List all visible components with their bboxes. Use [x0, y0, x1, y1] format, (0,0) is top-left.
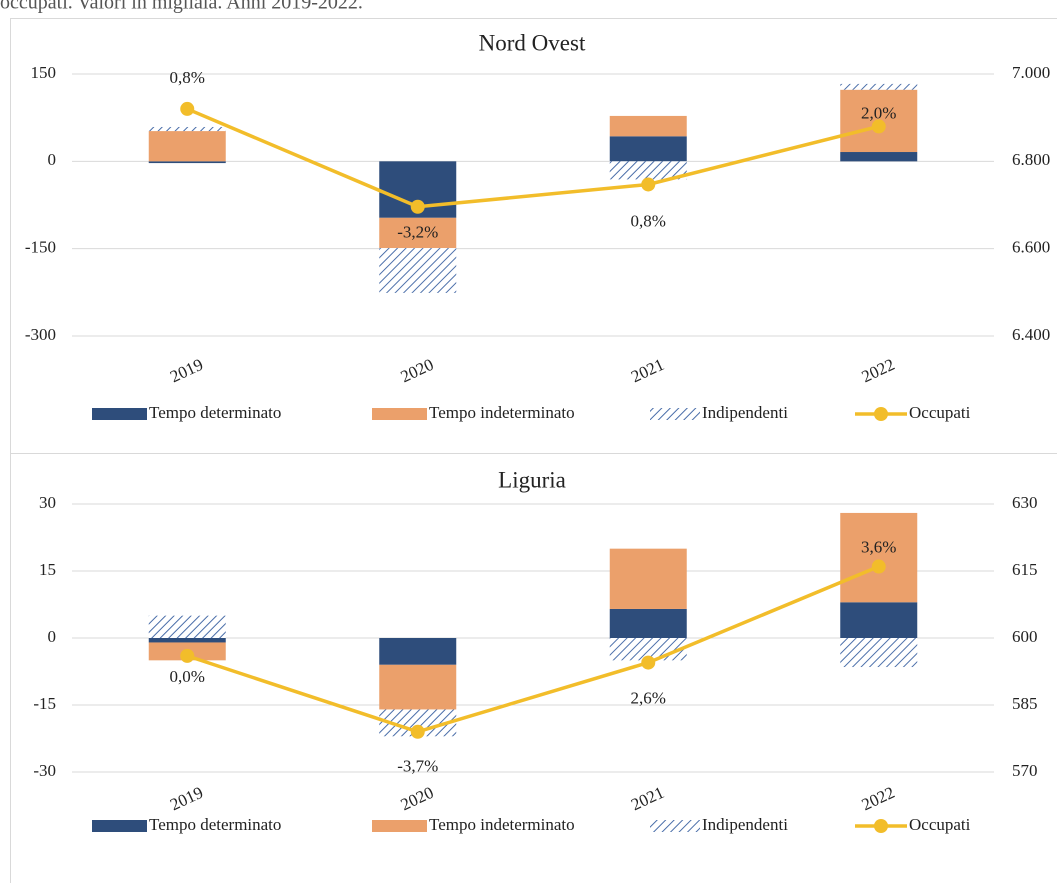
line-marker [180, 648, 195, 663]
x-tick-label: 2020 [398, 783, 437, 815]
line-marker [180, 101, 195, 116]
y2-tick-label: 6.400 [1012, 325, 1050, 344]
x-tick-label: 2021 [628, 783, 667, 815]
legend-swatch [874, 407, 888, 421]
frame [10, 18, 1057, 883]
chart-title: Liguria [498, 467, 566, 492]
bar [609, 608, 687, 638]
y2-tick-label: 7.000 [1012, 63, 1050, 82]
y2-tick-label: 6.800 [1012, 150, 1050, 169]
y2-tick-label: 570 [1012, 761, 1038, 780]
y-tick-label: 0 [48, 150, 57, 169]
bar [148, 638, 226, 643]
data-label: 2,6% [631, 688, 666, 707]
y2-tick-label: 615 [1012, 560, 1038, 579]
y-tick-label: 30 [39, 493, 56, 512]
line-marker [410, 199, 425, 214]
bar [840, 602, 918, 638]
bar [609, 136, 687, 162]
x-tick-label: 2019 [167, 783, 206, 815]
legend-swatch [874, 819, 888, 833]
y2-tick-label: 630 [1012, 493, 1038, 512]
bar [840, 512, 918, 603]
legend-swatch [372, 408, 427, 420]
data-label: 0,8% [170, 68, 205, 87]
bar [379, 217, 457, 249]
bar [840, 638, 918, 668]
y2-tick-label: 6.600 [1012, 238, 1050, 257]
legend-label: Tempo indeterminato [429, 815, 575, 834]
line-marker [641, 655, 656, 670]
legend-swatch [92, 820, 147, 832]
y-tick-label: -15 [33, 694, 56, 713]
legend-label: Indipendenti [702, 815, 788, 834]
legend-label: Tempo determinato [149, 815, 281, 834]
x-tick-label: 2022 [859, 355, 898, 387]
bar [148, 131, 226, 162]
bar [609, 548, 687, 609]
data-label: 0,0% [170, 667, 205, 686]
y-tick-label: 150 [31, 63, 57, 82]
bar [379, 248, 457, 293]
data-label: -3,2% [397, 223, 438, 242]
y-tick-label: 15 [39, 560, 56, 579]
data-label: -3,7% [397, 757, 438, 776]
bar [379, 664, 457, 710]
line-marker [871, 559, 886, 574]
legend-label: Tempo determinato [149, 403, 281, 422]
legend-swatch [650, 820, 700, 832]
x-tick-label: 2020 [398, 355, 437, 387]
legend-swatch [650, 408, 700, 420]
bar [148, 161, 226, 164]
x-tick-label: 2021 [628, 355, 667, 387]
y-tick-label: -150 [25, 238, 56, 257]
bar [379, 638, 457, 665]
y2-tick-label: 600 [1012, 627, 1038, 646]
x-tick-label: 2022 [859, 783, 898, 815]
line-marker [410, 724, 425, 739]
bar [840, 83, 918, 90]
data-label: 2,0% [861, 103, 896, 122]
legend-swatch [372, 820, 427, 832]
bar [840, 152, 918, 162]
bar [609, 161, 687, 180]
line-marker [871, 119, 886, 134]
legend-label: Occupati [909, 815, 971, 834]
legend-label: Tempo indeterminato [429, 403, 575, 422]
y-tick-label: 0 [48, 627, 57, 646]
header-text: occupati. Valori in migliaia. Anni 2019-… [0, 0, 363, 14]
bar [609, 115, 687, 137]
line [186, 107, 880, 209]
line [186, 564, 880, 734]
legend-label: Indipendenti [702, 403, 788, 422]
data-label: 3,6% [861, 537, 896, 556]
y-tick-label: -30 [33, 761, 56, 780]
bar [148, 126, 226, 132]
y2-tick-label: 585 [1012, 694, 1038, 713]
data-label: 0,8% [631, 211, 666, 230]
bar [148, 615, 226, 638]
chart-title: Nord Ovest [479, 30, 586, 55]
legend-label: Occupati [909, 403, 971, 422]
y-tick-label: -300 [25, 325, 56, 344]
line-marker [641, 177, 656, 192]
x-tick-label: 2019 [167, 355, 206, 387]
legend-swatch [92, 408, 147, 420]
